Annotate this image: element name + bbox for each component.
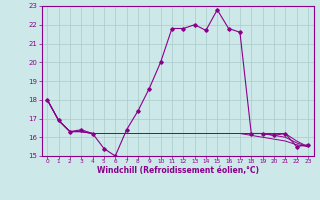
- X-axis label: Windchill (Refroidissement éolien,°C): Windchill (Refroidissement éolien,°C): [97, 166, 259, 175]
